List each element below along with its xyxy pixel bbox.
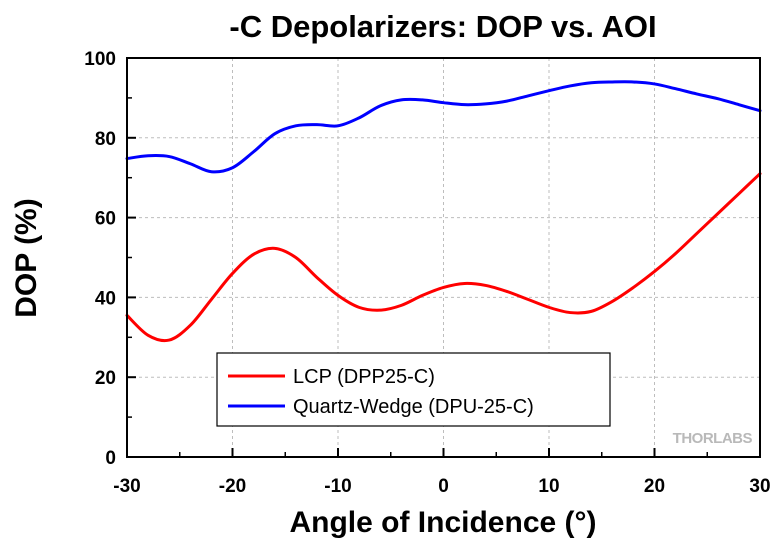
- y-tick-label: 100: [84, 49, 116, 70]
- series-line-quartz-wedge: [125, 80, 762, 174]
- legend: LCP (DPP25-C) Quartz-Wedge (DPU-25-C): [216, 352, 611, 427]
- thorlabs-watermark: THORLABS: [673, 430, 753, 447]
- x-tick-label: 20: [644, 476, 665, 497]
- x-tick-label: 0: [438, 476, 449, 497]
- series-line-lcp: [125, 172, 762, 343]
- x-tick-label: -10: [324, 476, 351, 497]
- y-tick-label: 60: [95, 209, 116, 230]
- legend-label-quartz-wedge: Quartz-Wedge (DPU-25-C): [293, 396, 534, 418]
- x-axis-label: Angle of Incidence (°): [289, 506, 596, 539]
- chart-title: -C Depolarizers: DOP vs. AOI: [229, 9, 656, 44]
- y-axis-label: DOP (%): [10, 198, 43, 317]
- y-tick-label: 80: [95, 129, 116, 150]
- y-tick-label: 20: [95, 368, 116, 389]
- legend-label-lcp: LCP (DPP25-C): [293, 366, 435, 388]
- x-tick-label: 10: [538, 476, 559, 497]
- series-layer: [125, 80, 762, 343]
- x-tick-label: 30: [749, 476, 770, 497]
- legend-box: [216, 352, 611, 427]
- y-tick-label: 0: [105, 448, 116, 469]
- y-tick-label: 40: [95, 288, 116, 309]
- axis-ticks: -30 -20 -10 0 10 20 30 0 20 40 60 80 100: [84, 49, 770, 497]
- x-tick-label: -30: [113, 476, 140, 497]
- x-tick-label: -20: [219, 476, 246, 497]
